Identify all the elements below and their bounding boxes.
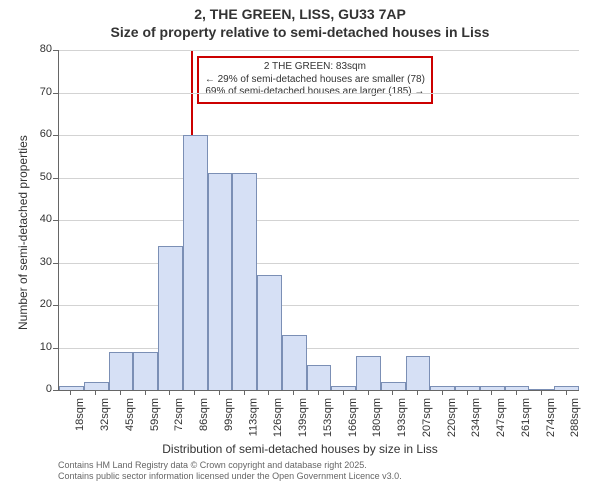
histogram-bar [109, 352, 134, 390]
y-tick-mark [53, 220, 58, 221]
x-tick-mark [442, 390, 443, 395]
gridline [59, 50, 579, 51]
callout-title: 2 THE GREEN: 83sqm [205, 61, 425, 74]
y-tick-label: 50 [28, 171, 52, 183]
x-tick-label: 139sqm [297, 398, 309, 437]
gridline [59, 305, 579, 306]
histogram-bar [331, 386, 356, 390]
histogram-bar [59, 386, 84, 390]
x-tick-label: 288sqm [570, 398, 582, 437]
histogram-bar [232, 173, 257, 390]
y-tick-label: 60 [28, 128, 52, 140]
histogram-bar [307, 365, 332, 391]
y-tick-label: 30 [28, 256, 52, 268]
x-tick-label: 72sqm [173, 398, 185, 431]
gridline [59, 220, 579, 221]
x-tick-mark [491, 390, 492, 395]
histogram-bar [208, 173, 233, 390]
x-tick-mark [541, 390, 542, 395]
y-tick-mark [53, 348, 58, 349]
attribution-line1: Contains HM Land Registry data © Crown c… [58, 460, 402, 471]
x-tick-label: 261sqm [520, 398, 532, 437]
histogram-bar [183, 135, 208, 390]
x-tick-mark [219, 390, 220, 395]
x-tick-mark [566, 390, 567, 395]
y-tick-mark [53, 135, 58, 136]
x-tick-mark [343, 390, 344, 395]
gridline [59, 93, 579, 94]
x-tick-mark [467, 390, 468, 395]
x-tick-mark [268, 390, 269, 395]
x-tick-mark [392, 390, 393, 395]
histogram-bar [529, 389, 554, 390]
x-tick-label: 166sqm [347, 398, 359, 437]
x-tick-mark [169, 390, 170, 395]
histogram-bar [455, 386, 480, 390]
y-tick-label: 70 [28, 86, 52, 98]
property-callout-box: 2 THE GREEN: 83sqm ← 29% of semi-detache… [197, 56, 433, 104]
x-tick-mark [368, 390, 369, 395]
histogram-chart: 2, THE GREEN, LISS, GU33 7AP Size of pro… [0, 0, 600, 500]
x-tick-mark [194, 390, 195, 395]
gridline [59, 348, 579, 349]
x-tick-mark [516, 390, 517, 395]
x-tick-label: 45sqm [124, 398, 136, 431]
x-tick-label: 207sqm [421, 398, 433, 437]
attribution-line2: Contains public sector information licen… [58, 471, 402, 482]
histogram-bar [356, 356, 381, 390]
x-tick-mark [95, 390, 96, 395]
x-tick-label: 153sqm [322, 398, 334, 437]
y-tick-mark [53, 305, 58, 306]
chart-title-line2: Size of property relative to semi-detach… [0, 24, 600, 40]
x-tick-label: 18sqm [74, 398, 86, 431]
x-tick-label: 247sqm [495, 398, 507, 437]
y-tick-label: 0 [28, 383, 52, 395]
histogram-bar [554, 386, 579, 390]
y-tick-mark [53, 390, 58, 391]
y-tick-label: 80 [28, 43, 52, 55]
x-tick-label: 32sqm [99, 398, 111, 431]
histogram-bar [133, 352, 158, 390]
y-tick-label: 40 [28, 213, 52, 225]
x-tick-mark [318, 390, 319, 395]
x-tick-label: 59sqm [149, 398, 161, 431]
histogram-bar [158, 246, 183, 391]
x-tick-label: 234sqm [471, 398, 483, 437]
gridline [59, 178, 579, 179]
x-tick-label: 99sqm [223, 398, 235, 431]
histogram-bar [406, 356, 431, 390]
x-tick-mark [244, 390, 245, 395]
x-tick-label: 113sqm [248, 398, 260, 436]
y-tick-label: 10 [28, 341, 52, 353]
gridline [59, 135, 579, 136]
y-tick-label: 20 [28, 298, 52, 310]
x-tick-mark [145, 390, 146, 395]
x-axis-label: Distribution of semi-detached houses by … [0, 442, 600, 456]
x-tick-mark [417, 390, 418, 395]
y-tick-mark [53, 263, 58, 264]
histogram-bar [257, 275, 282, 390]
chart-title-line1: 2, THE GREEN, LISS, GU33 7AP [0, 6, 600, 22]
x-tick-mark [120, 390, 121, 395]
histogram-bar [282, 335, 307, 390]
histogram-bar [84, 382, 109, 391]
x-tick-label: 126sqm [272, 398, 284, 437]
x-tick-label: 274sqm [545, 398, 557, 437]
x-tick-label: 86sqm [198, 398, 210, 431]
y-tick-mark [53, 93, 58, 94]
x-tick-mark [293, 390, 294, 395]
histogram-bar [381, 382, 406, 391]
callout-smaller: ← 29% of semi-detached houses are smalle… [205, 74, 425, 87]
x-tick-label: 193sqm [396, 398, 408, 437]
x-tick-label: 220sqm [446, 398, 458, 437]
y-tick-mark [53, 178, 58, 179]
gridline [59, 263, 579, 264]
x-tick-mark [70, 390, 71, 395]
histogram-bar [430, 386, 455, 390]
x-tick-label: 180sqm [372, 398, 384, 437]
y-tick-mark [53, 50, 58, 51]
plot-area: 2 THE GREEN: 83sqm ← 29% of semi-detache… [58, 50, 579, 391]
attribution-text: Contains HM Land Registry data © Crown c… [58, 460, 402, 483]
